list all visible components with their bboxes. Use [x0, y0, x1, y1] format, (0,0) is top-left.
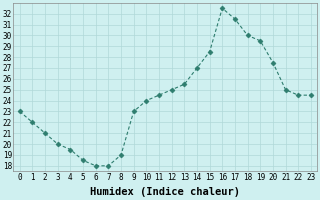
X-axis label: Humidex (Indice chaleur): Humidex (Indice chaleur)	[90, 187, 240, 197]
